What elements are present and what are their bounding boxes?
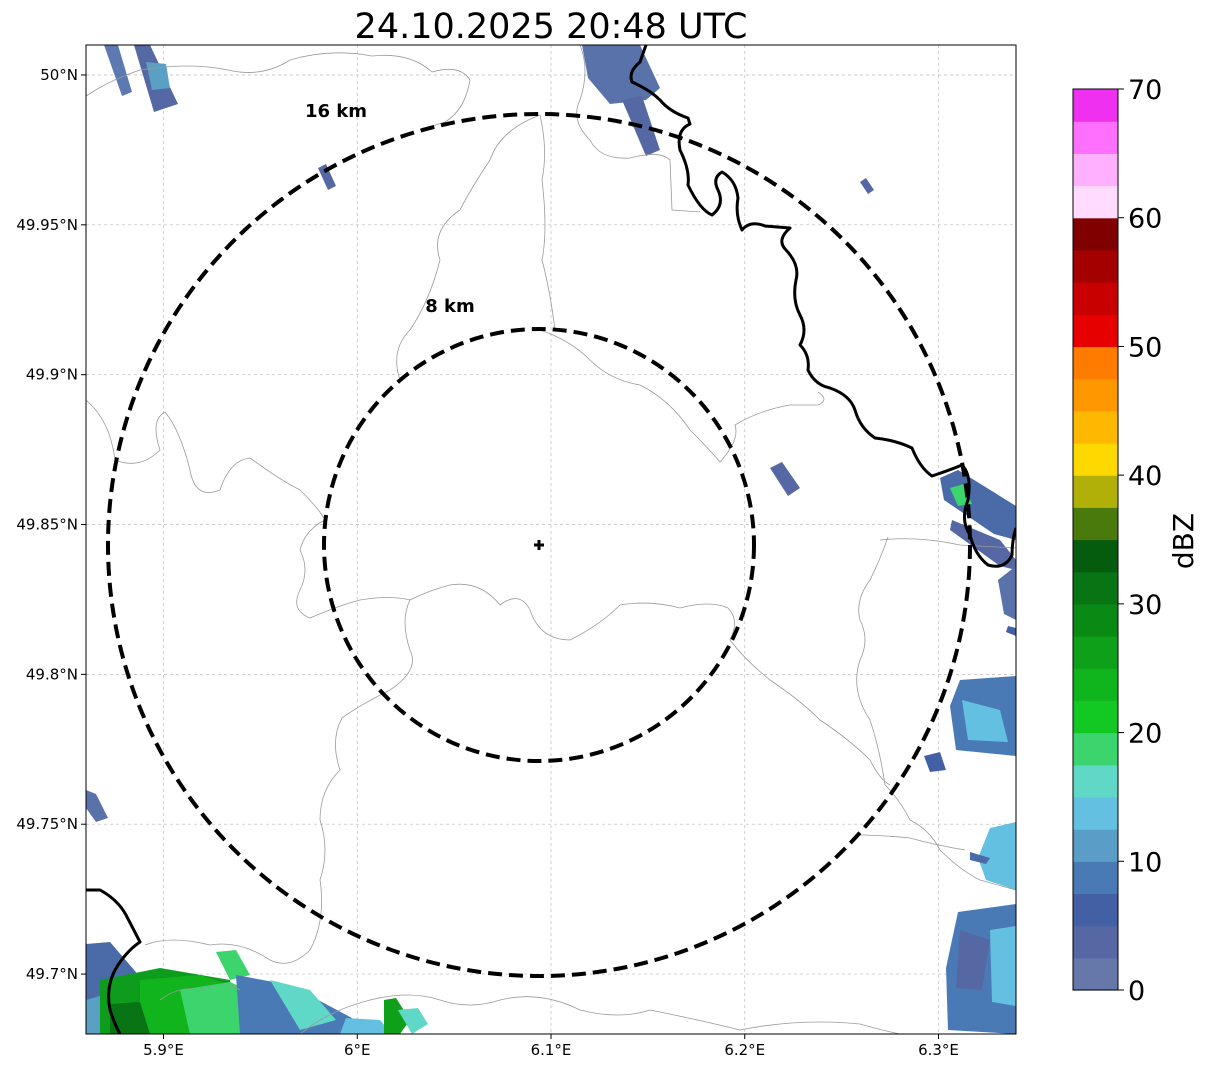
- colorbar: [1073, 89, 1118, 991]
- colorbar-segment: [1073, 829, 1118, 862]
- colorbar-tick-label: 60: [1128, 204, 1162, 235]
- colorbar-segment: [1073, 475, 1118, 508]
- colorbar-segment: [1073, 571, 1118, 605]
- colorbar-segment: [1073, 282, 1118, 315]
- longitude-ticks: 5.9°E 6°E 6.1°E 6.2°E 6.3°E: [143, 1034, 959, 1059]
- colorbar-label: dBZ: [1167, 513, 1200, 569]
- x-tick-label: 6.1°E: [531, 1041, 572, 1059]
- latitude-ticks: 50°N 49.95°N 49.9°N 49.85°N 49.8°N 49.75°N 49.…: [16, 66, 86, 983]
- colorbar-segment: [1073, 925, 1118, 959]
- map-title: 24.10.2025 20:48 UTC: [355, 7, 748, 47]
- x-tick-label: 6.3°E: [918, 1041, 959, 1059]
- colorbar-segment: [1073, 603, 1118, 637]
- colorbar-frame: [1072, 88, 1119, 991]
- radar-site-marker: [534, 540, 544, 550]
- colorbar-segment: [1073, 668, 1118, 701]
- colorbar-tick-label: 20: [1128, 719, 1162, 750]
- colorbar-segment: [1073, 764, 1118, 798]
- colorbar-segment: [1073, 893, 1118, 927]
- colorbar-segment: [1073, 636, 1118, 669]
- colorbar-segment: [1073, 732, 1118, 766]
- colorbar-segment: [1073, 217, 1118, 251]
- x-tick-label: 5.9°E: [143, 1041, 184, 1059]
- ring-label-8km: 8 km: [425, 296, 475, 317]
- colorbar-tick-label: 70: [1128, 75, 1162, 106]
- reflectivity-echoes: [86, 45, 1016, 1034]
- x-tick-label: 6.2°E: [724, 1041, 765, 1059]
- ring-label-16km: 16 km: [305, 101, 367, 122]
- colorbar-segment: [1073, 314, 1118, 348]
- colorbar-segment: [1073, 249, 1118, 283]
- colorbar-segment: [1073, 346, 1118, 380]
- colorbar-segment: [1073, 507, 1118, 541]
- colorbar-segment: [1073, 121, 1118, 154]
- colorbar-segment: [1073, 861, 1118, 895]
- colorbar-segment: [1073, 378, 1118, 412]
- y-tick-label: 49.8°N: [26, 665, 78, 683]
- colorbar-tick-label: 40: [1128, 461, 1162, 492]
- y-tick-label: 49.75°N: [16, 815, 78, 833]
- colorbar-segment: [1073, 957, 1118, 991]
- y-tick-label: 49.7°N: [26, 965, 78, 983]
- map-content: 8 km 16 km: [86, 45, 1016, 1034]
- colorbar-segment: [1073, 796, 1118, 830]
- admin-boundaries: [86, 45, 1016, 1034]
- y-tick-label: 49.95°N: [16, 216, 78, 234]
- colorbar-segment: [1073, 442, 1118, 476]
- y-tick-label: 49.85°N: [16, 516, 78, 534]
- colorbar-tick-label: 50: [1128, 332, 1162, 363]
- colorbar-segment: [1073, 539, 1118, 573]
- colorbar-segment: [1073, 153, 1118, 187]
- colorbar-segment: [1073, 185, 1118, 219]
- y-tick-label: 49.9°N: [26, 366, 78, 384]
- colorbar-segment: [1073, 89, 1118, 122]
- colorbar-tick-label: 30: [1128, 590, 1162, 621]
- colorbar-segment: [1073, 700, 1118, 734]
- range-rings: [106, 112, 972, 978]
- colorbar-tick-label: 0: [1128, 976, 1145, 1007]
- y-tick-label: 50°N: [40, 66, 78, 84]
- national-borders: [86, 45, 1016, 1034]
- x-tick-label: 6°E: [344, 1041, 371, 1059]
- colorbar-tick-label: 10: [1128, 847, 1162, 878]
- graticule-grid: [86, 45, 1016, 1034]
- colorbar-ticks: 0 10 20 30 40 50 60 70: [1118, 75, 1162, 1007]
- colorbar-segment: [1073, 410, 1118, 444]
- range-ring-8km: [322, 327, 756, 763]
- range-ring-16km: [106, 112, 972, 978]
